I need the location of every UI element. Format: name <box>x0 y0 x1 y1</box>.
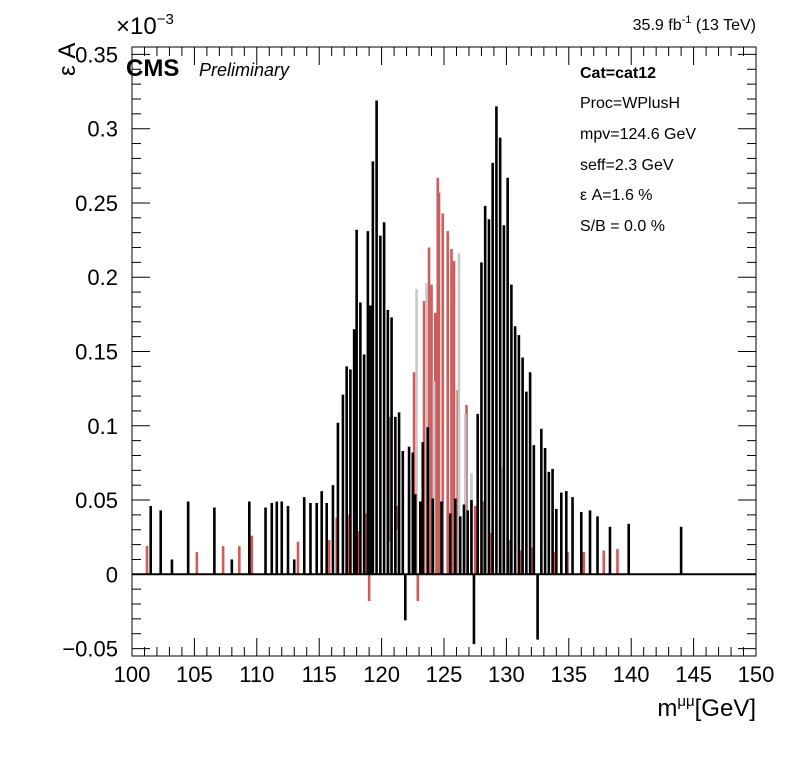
x-tick-label: 120 <box>363 662 400 687</box>
x-tick-label: 110 <box>239 662 274 687</box>
y-tick-label: 0.3 <box>87 117 118 142</box>
y-tick-label: 0.05 <box>75 488 118 513</box>
x-tick-label: 125 <box>426 662 463 687</box>
y-tick-label: 0.25 <box>75 191 118 216</box>
histogram-bars <box>145 100 683 645</box>
y-tick-label: 0 <box>106 562 118 587</box>
y-axis-title: ε A <box>54 43 81 76</box>
seff-label: seff=2.3 GeV <box>580 157 674 174</box>
x-tick-label: 105 <box>176 662 213 687</box>
process-label: Proc=WPlusH <box>580 95 680 112</box>
y-tick-label: −0.05 <box>62 637 118 662</box>
experiment-label: CMS <box>126 55 179 82</box>
mpv-label: mpv=124.6 GeV <box>580 126 696 143</box>
x-tick-label: 145 <box>675 662 712 687</box>
y-axis-multiplier: ×10−3 <box>116 11 174 40</box>
x-tick-label: 100 <box>114 662 151 687</box>
signal-over-background-label: S/B = 0.0 % <box>580 218 665 235</box>
y-tick-label: 0.2 <box>87 265 118 290</box>
efficiency-acceptance-label: ε A=1.6 % <box>580 187 653 204</box>
status-label: Preliminary <box>199 60 290 80</box>
axis-ticks <box>131 47 757 656</box>
x-axis-title: mμμ[GeV] <box>657 693 756 722</box>
x-tick-label: 140 <box>613 662 650 687</box>
luminosity-label: 35.9 fb-1 (13 TeV) <box>633 14 756 34</box>
y-tick-label: 0.35 <box>75 42 118 67</box>
x-tick-label: 150 <box>738 662 775 687</box>
x-tick-label: 135 <box>550 662 587 687</box>
category-label: Cat=cat12 <box>580 65 656 82</box>
y-tick-label: 0.1 <box>87 414 118 439</box>
x-tick-label: 130 <box>488 662 525 687</box>
tick-labels: 100 105 110 115 120 125 130 135 140 145 150 −0.05 0 0… <box>62 42 774 687</box>
x-tick-label: 115 <box>302 662 337 687</box>
y-tick-label: 0.15 <box>75 340 118 365</box>
